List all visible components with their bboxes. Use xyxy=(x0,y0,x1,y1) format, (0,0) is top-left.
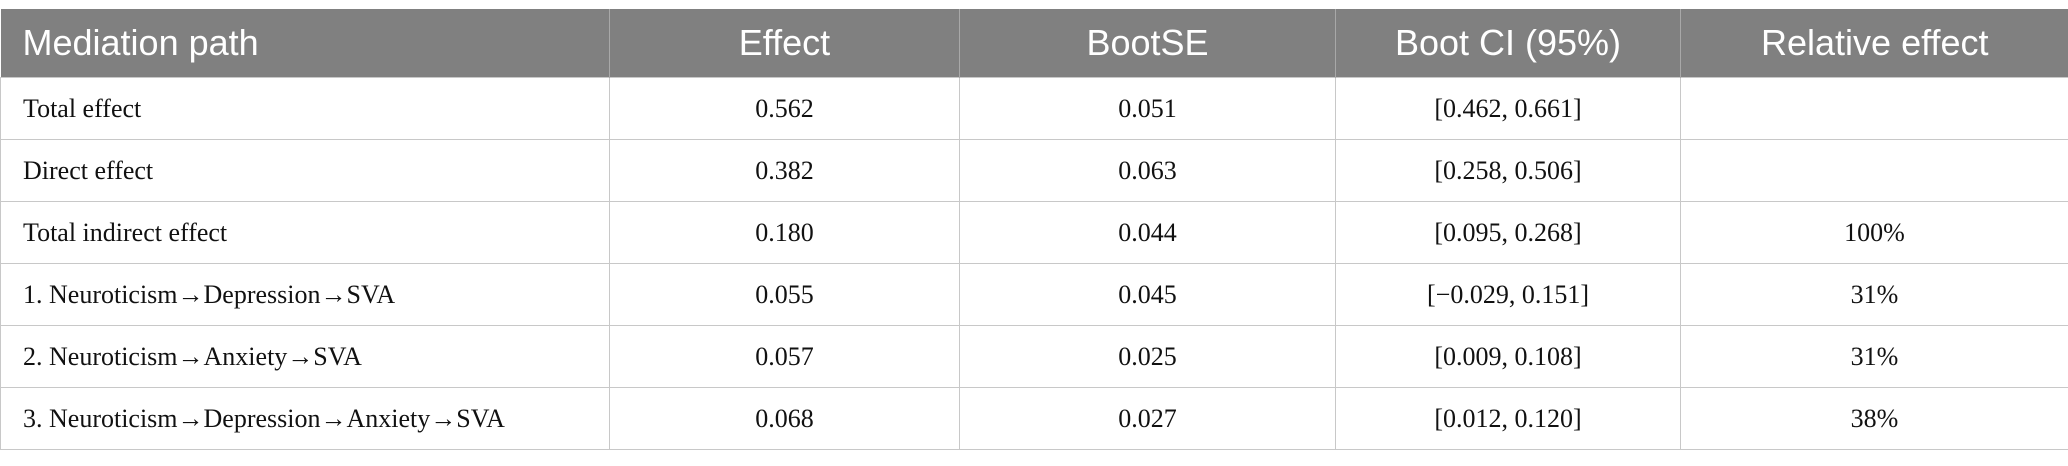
header-relative-effect: Relative effect xyxy=(1680,9,2068,78)
cell-relative: 31% xyxy=(1680,263,2068,326)
cell-bootse: 0.045 xyxy=(959,263,1336,326)
cell-path: 1. Neuroticism→Depression→SVA xyxy=(0,263,610,326)
cell-relative: 38% xyxy=(1680,387,2068,450)
cell-ci: [−0.029, 0.151] xyxy=(1335,263,1681,326)
table-header: Mediation path Effect BootSE Boot CI (95… xyxy=(0,9,2068,78)
table-row: 1. Neuroticism→Depression→SVA 0.055 0.04… xyxy=(0,263,2068,326)
table-row: Total effect 0.562 0.051 [0.462, 0.661] xyxy=(0,77,2068,140)
cell-relative: 100% xyxy=(1680,201,2068,264)
cell-effect: 0.057 xyxy=(609,325,960,388)
cell-ci: [0.462, 0.661] xyxy=(1335,77,1681,140)
cell-relative xyxy=(1680,77,2068,140)
cell-ci: [0.258, 0.506] xyxy=(1335,139,1681,202)
cell-bootse: 0.025 xyxy=(959,325,1336,388)
cell-path: Total indirect effect xyxy=(0,201,610,264)
cell-bootse: 0.044 xyxy=(959,201,1336,264)
table-row: Direct effect 0.382 0.063 [0.258, 0.506] xyxy=(0,139,2068,202)
header-bootse: BootSE xyxy=(959,9,1336,78)
cell-relative: 31% xyxy=(1680,325,2068,388)
cell-path: Direct effect xyxy=(0,139,610,202)
header-effect: Effect xyxy=(609,9,960,78)
cell-effect: 0.055 xyxy=(609,263,960,326)
header-row: Mediation path Effect BootSE Boot CI (95… xyxy=(0,9,2068,78)
cell-effect: 0.562 xyxy=(609,77,960,140)
cell-bootse: 0.063 xyxy=(959,139,1336,202)
cell-ci: [0.009, 0.108] xyxy=(1335,325,1681,388)
table-row: Total indirect effect 0.180 0.044 [0.095… xyxy=(0,201,2068,264)
cell-ci: [0.012, 0.120] xyxy=(1335,387,1681,450)
cell-effect: 0.180 xyxy=(609,201,960,264)
header-mediation-path: Mediation path xyxy=(0,9,610,78)
header-boot-ci: Boot CI (95%) xyxy=(1335,9,1681,78)
table-body: Total effect 0.562 0.051 [0.462, 0.661] … xyxy=(0,77,2068,450)
table-row: 2. Neuroticism→Anxiety→SVA 0.057 0.025 [… xyxy=(0,325,2068,388)
cell-bootse: 0.027 xyxy=(959,387,1336,450)
cell-relative xyxy=(1680,139,2068,202)
cell-ci: [0.095, 0.268] xyxy=(1335,201,1681,264)
cell-path: Total effect xyxy=(0,77,610,140)
cell-effect: 0.068 xyxy=(609,387,960,450)
cell-path: 2. Neuroticism→Anxiety→SVA xyxy=(0,325,610,388)
mediation-table-container: Mediation path Effect BootSE Boot CI (95… xyxy=(0,9,2068,450)
cell-path: 3. Neuroticism→Depression→Anxiety→SVA xyxy=(0,387,610,450)
mediation-effects-table: Mediation path Effect BootSE Boot CI (95… xyxy=(0,9,2068,450)
cell-effect: 0.382 xyxy=(609,139,960,202)
cell-bootse: 0.051 xyxy=(959,77,1336,140)
table-row: 3. Neuroticism→Depression→Anxiety→SVA 0.… xyxy=(0,387,2068,450)
